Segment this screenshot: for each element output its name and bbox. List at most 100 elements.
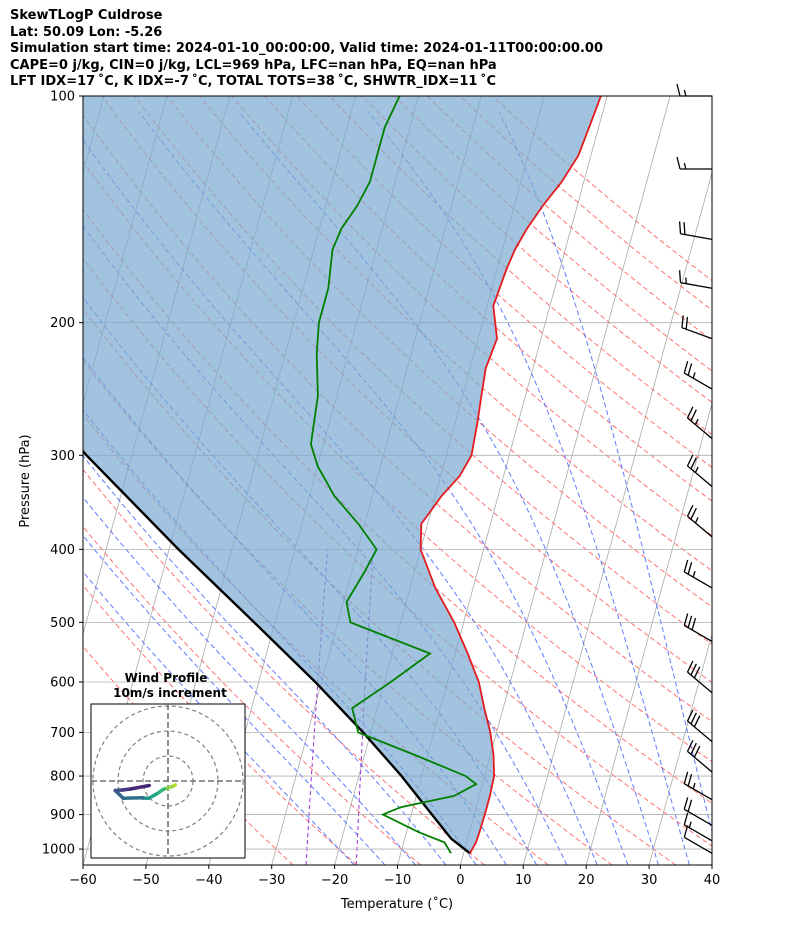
isotherm-line: [648, 632, 712, 865]
wind-barb-half-feather: [683, 89, 687, 97]
y-tick-label: 400: [50, 543, 75, 558]
isotherm-line: [711, 863, 712, 865]
y-tick-label: 300: [50, 449, 75, 464]
x-tick-label: −60: [69, 873, 96, 888]
dry-adiabat-line: [231, 96, 712, 537]
isotherm-line: [522, 171, 712, 865]
y-tick-label: 800: [50, 770, 75, 785]
wind-barb-half-feather: [692, 570, 696, 578]
inset-speed-rings: [91, 704, 245, 858]
stability-indices: LFT IDX=17 ˚C, K IDX=-7 ˚C, TOTAL TOTS=3…: [10, 74, 497, 90]
isotherm-line: [460, 96, 671, 865]
wind-barb: [683, 771, 713, 801]
wind-barb-half-feather: [694, 418, 699, 425]
station-coordinates: Lat: 50.09 Lon: -5.26: [10, 24, 163, 40]
wind-barb-feather: [676, 83, 681, 97]
wind-barb-feather: [693, 666, 701, 679]
wind-barb-staff: [680, 282, 713, 289]
wind-barb-staff: [687, 750, 713, 773]
wind-barb: [683, 825, 713, 854]
wind-barb-staff: [683, 783, 713, 801]
y-tick-label: 600: [50, 675, 75, 690]
wind-barb: [681, 315, 713, 340]
wind-barb: [686, 660, 713, 694]
wind-barb: [683, 613, 713, 642]
moist-adiabat-line: [83, 496, 416, 865]
wind-barb-half-feather: [692, 372, 696, 379]
wind-barb-staff: [683, 571, 713, 589]
wind-barb-staff: [683, 624, 713, 642]
y-tick-label: 1000: [42, 843, 75, 858]
x-axis-label: Temperature (˚C): [340, 896, 453, 912]
parcel-profile-line: [83, 449, 471, 855]
wind-barb-staff: [683, 836, 713, 854]
wind-barb-feather: [690, 507, 697, 520]
wind-barb: [676, 83, 712, 97]
x-tick-label: 10: [515, 873, 532, 888]
wind-barb-staff: [687, 671, 713, 694]
convective-parameters: CAPE=0 j/kg, CIN=0 j/kg, LCL=969 hPa, LF…: [10, 57, 497, 73]
wind-barb-feather: [687, 363, 693, 376]
y-tick-label: 100: [50, 90, 75, 105]
wind-barb: [686, 504, 713, 538]
y-axis-ticks: 100 200 300 400 500 600 700 800 900 1000: [42, 90, 83, 858]
wind-barb-feather: [683, 812, 689, 825]
wind-barb-half-feather: [694, 466, 699, 473]
wind-barb-feather: [683, 222, 686, 235]
x-tick-label: −10: [384, 873, 411, 888]
wind-barb-half-feather: [683, 162, 687, 170]
chart-header: SkewTLogP Culdrose Lat: 50.09 Lon: -5.26…: [10, 8, 603, 91]
y-axis-label: Pressure (hPa): [18, 434, 33, 527]
wind-barb-staff: [687, 720, 713, 743]
wind-barb-half-feather: [688, 821, 692, 828]
wind-barb: [683, 812, 713, 842]
y-tick-label: 900: [50, 808, 75, 823]
wind-barb-half-feather: [692, 782, 696, 790]
wind-barb: [686, 454, 713, 487]
wind-barb-feather: [690, 663, 697, 676]
wind-barb-feather: [687, 799, 693, 812]
hodograph-trace: [113, 783, 177, 800]
x-tick-label: 40: [704, 873, 721, 888]
y-tick-label: 700: [50, 726, 75, 741]
x-tick-label: 0: [456, 873, 464, 888]
wind-barb: [678, 221, 713, 240]
wind-barb-feather: [690, 409, 697, 422]
moist-adiabat-line: [498, 111, 712, 834]
wind-barb: [676, 156, 712, 170]
wind-barb-feather: [681, 315, 684, 328]
hodograph-segment: [128, 783, 151, 791]
wind-barb-feather: [683, 771, 689, 784]
wind-barb: [686, 709, 713, 743]
wind-barb-staff: [687, 515, 713, 538]
wind-barb: [686, 406, 713, 440]
dewpoint-profile-line: [309, 96, 478, 854]
wind-barb-staff: [681, 327, 713, 340]
mixing-ratio-line: [305, 549, 329, 865]
y-tick-label: 500: [50, 616, 75, 631]
wind-barb-staff: [687, 465, 713, 487]
wind-barb-feather: [676, 156, 681, 170]
x-tick-label: −40: [195, 873, 222, 888]
wind-barb-feather: [678, 221, 682, 234]
moist-adiabat-line: [83, 534, 386, 865]
wind-barb-feather: [690, 457, 697, 470]
wind-barb-staff: [683, 808, 713, 826]
wind-barb-feather: [691, 617, 697, 631]
wind-barb-feather: [678, 270, 682, 283]
profile-lines: [83, 96, 602, 855]
wind-barb: [678, 270, 713, 289]
wind-barb: [683, 360, 713, 390]
hodograph-segment: [121, 796, 145, 800]
dry-adiabat-line: [83, 525, 422, 865]
x-tick-label: 30: [641, 873, 658, 888]
wind-barb-staff: [687, 417, 713, 440]
wind-barb-feather: [683, 797, 689, 810]
x-axis-ticks: −60 −50 −40 −30 −20 −10 0 10 20 30 40: [69, 865, 720, 888]
wind-barb-feather: [686, 739, 694, 752]
chart-title: SkewTLogP Culdrose: [10, 8, 163, 23]
wind-barb-feather: [683, 613, 689, 626]
wind-barb-feather: [683, 825, 689, 838]
wind-barb-feather: [686, 454, 694, 467]
